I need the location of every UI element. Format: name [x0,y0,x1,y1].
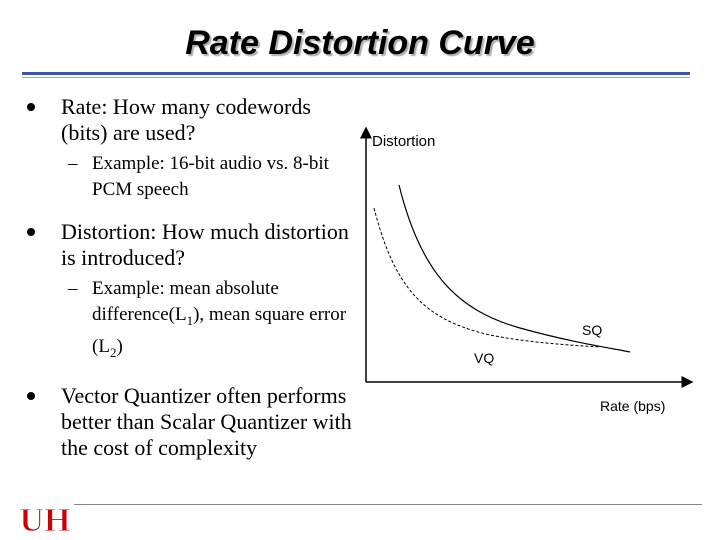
vq-label: VQ [474,350,494,366]
title-underline [22,72,690,75]
sub-bullet-rate-example-text: Example: 16-bit audio vs. 8-bit PCM spee… [92,153,329,200]
bullet-rate: Rate: How many codewords (bits) are used… [22,94,352,146]
rate-distortion-diagram: Distortion Rate (bps) SQ VQ [360,126,694,414]
title-underline-thin [22,77,690,78]
bullet-rate-text: Rate: How many codewords (bits) are used… [61,94,311,145]
bullet-distortion: Distortion: How much distortion is intro… [22,219,352,271]
y-axis-label: Distortion [372,133,435,150]
logo-letters: UH [20,502,71,536]
sub-bullet-distortion-example-text: Example: mean absolute difference(L1), m… [92,278,347,360]
sub-bullet-rate-example: – Example: 16-bit audio vs. 8-bit PCM sp… [22,151,352,203]
bullet-vq: Vector Quantizer often performs better t… [22,383,352,461]
sub-bullet-distortion-example: – Example: mean absolute difference(L1),… [22,276,352,366]
sq-curve [398,184,631,353]
bullet-distortion-text: Distortion: How much distortion is intro… [61,219,349,270]
bullet-dot-icon [27,228,35,236]
bullet-list: Rate: How many codewords (bits) are used… [22,94,352,461]
slide-title: Rate Distortion Curve [185,24,535,62]
dash-icon: – [68,278,78,299]
bullet-dot-icon [27,391,35,400]
bullet-vq-text: Vector Quantizer often performs better t… [61,382,352,460]
footer-divider [74,504,702,505]
bullet-dot-icon [27,103,35,111]
dash-icon: – [68,153,78,174]
uh-logo-icon: UH [19,502,71,537]
x-axis-label: Rate (bps) [600,398,665,414]
sq-label: SQ [582,322,602,338]
vq-curve [373,207,601,348]
